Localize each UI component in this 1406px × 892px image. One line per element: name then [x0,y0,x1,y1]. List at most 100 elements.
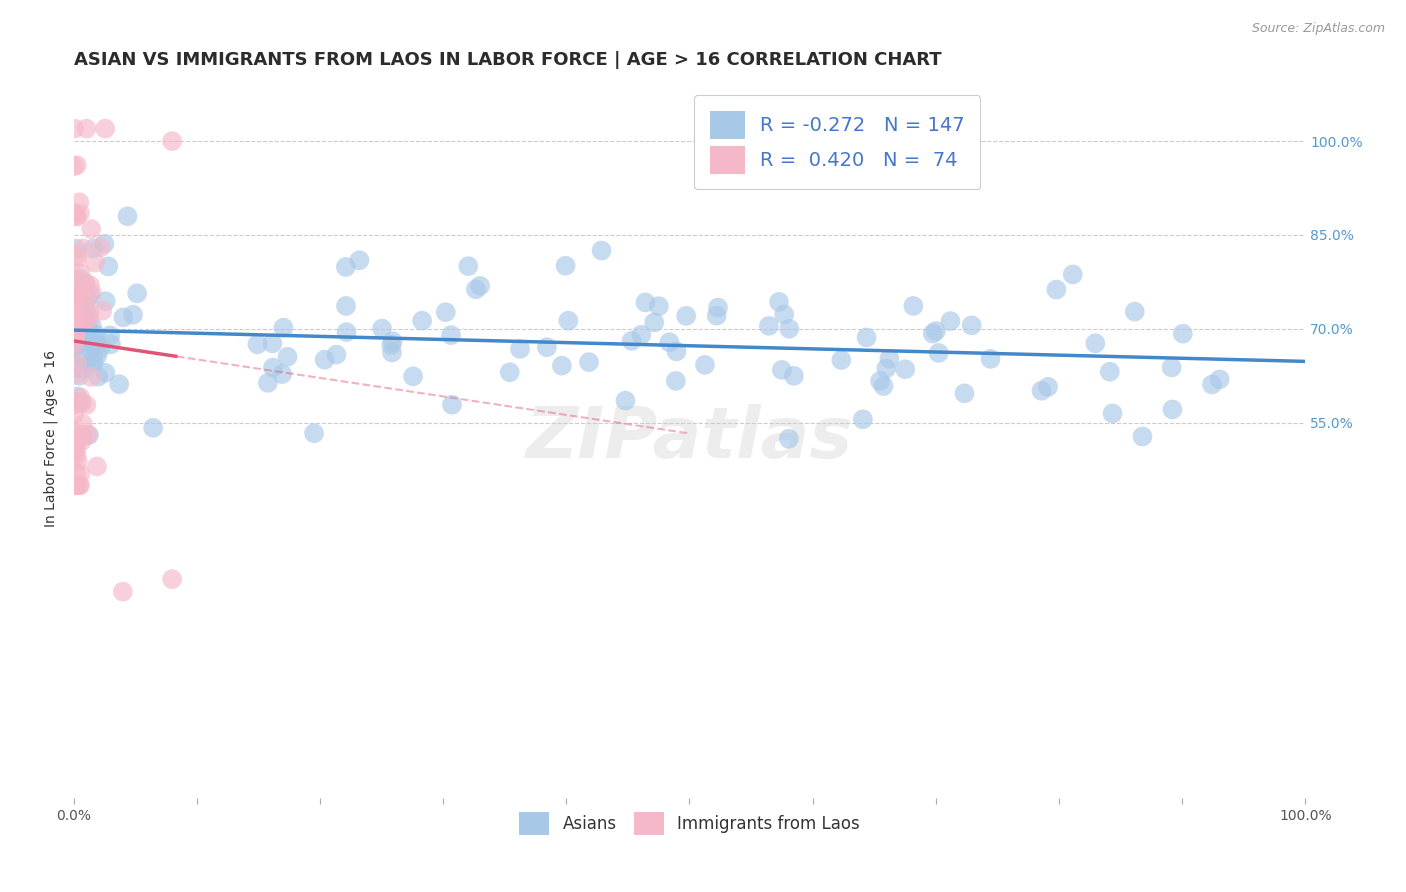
Point [852,412,875,426]
Point [63,398,86,412]
Point [69,396,91,410]
Point [72,241,94,255]
Point [440,328,463,343]
Point [62,447,84,461]
Point [67,299,90,313]
Point [69,333,91,347]
Point [1132,429,1154,443]
Point [86,349,108,363]
Point [1084,336,1107,351]
Point [73,361,96,376]
Point [142,421,165,435]
Point [335,325,357,339]
Point [1208,372,1230,386]
Point [434,305,457,319]
Point [630,327,652,342]
Point [75,398,97,412]
Point [72,285,94,300]
Point [84,334,107,349]
Point [643,315,665,329]
Point [87,369,110,384]
Point [70,325,93,339]
Point [658,335,681,350]
Point [380,338,402,352]
Point [86,327,108,342]
Legend: Asians, Immigrants from Laos: Asians, Immigrants from Laos [510,804,868,844]
Point [65,442,87,457]
Point [66,274,89,288]
Point [76,292,98,306]
Point [63,332,86,346]
Point [70,287,93,301]
Point [66,282,89,296]
Point [69,206,91,220]
Point [778,432,800,446]
Point [1062,268,1084,282]
Point [70,434,93,448]
Point [273,320,295,334]
Point [66,210,89,224]
Point [578,355,600,369]
Point [63,408,86,422]
Point [84,255,107,269]
Point [1201,377,1223,392]
Point [778,322,800,336]
Point [770,363,793,377]
Point [122,308,145,322]
Point [80,222,103,236]
Point [921,326,943,341]
Point [903,299,925,313]
Point [80,338,103,352]
Point [381,345,404,359]
Point [872,379,894,393]
Point [830,353,852,368]
Point [91,303,114,318]
Point [66,356,89,370]
Point [65,308,87,322]
Point [72,313,94,327]
Point [634,295,657,310]
Text: ASIAN VS IMMIGRANTS FROM LAOS IN LABOR FORCE | AGE > 16 CORRELATION CHART: ASIAN VS IMMIGRANTS FROM LAOS IN LABOR F… [73,51,941,69]
Point [554,259,576,273]
Point [65,433,87,447]
Point [65,359,87,373]
Point [1161,402,1184,417]
Point [69,390,91,404]
Point [67,478,90,492]
Point [66,158,89,172]
Point [63,336,86,351]
Point [75,121,97,136]
Point [980,351,1002,366]
Point [77,428,100,442]
Point [75,277,97,291]
Point [665,344,688,359]
Point [76,427,98,442]
Point [69,311,91,326]
Point [65,449,87,463]
Point [381,334,404,349]
Point [63,295,86,310]
Point [63,337,86,351]
Point [675,309,697,323]
Point [939,314,962,328]
Point [69,313,91,327]
Point [894,362,917,376]
Point [665,374,688,388]
Point [65,331,87,345]
Point [63,310,86,324]
Point [75,359,97,373]
Point [70,396,93,410]
Point [83,356,105,370]
Point [72,417,94,431]
Point [69,271,91,285]
Point [66,336,89,351]
Point [94,294,117,309]
Point [73,310,96,324]
Point [86,337,108,351]
Point [62,272,84,286]
Point [620,334,643,348]
Point [82,352,104,367]
Point [67,344,90,359]
Point [80,334,103,349]
Point [65,368,87,382]
